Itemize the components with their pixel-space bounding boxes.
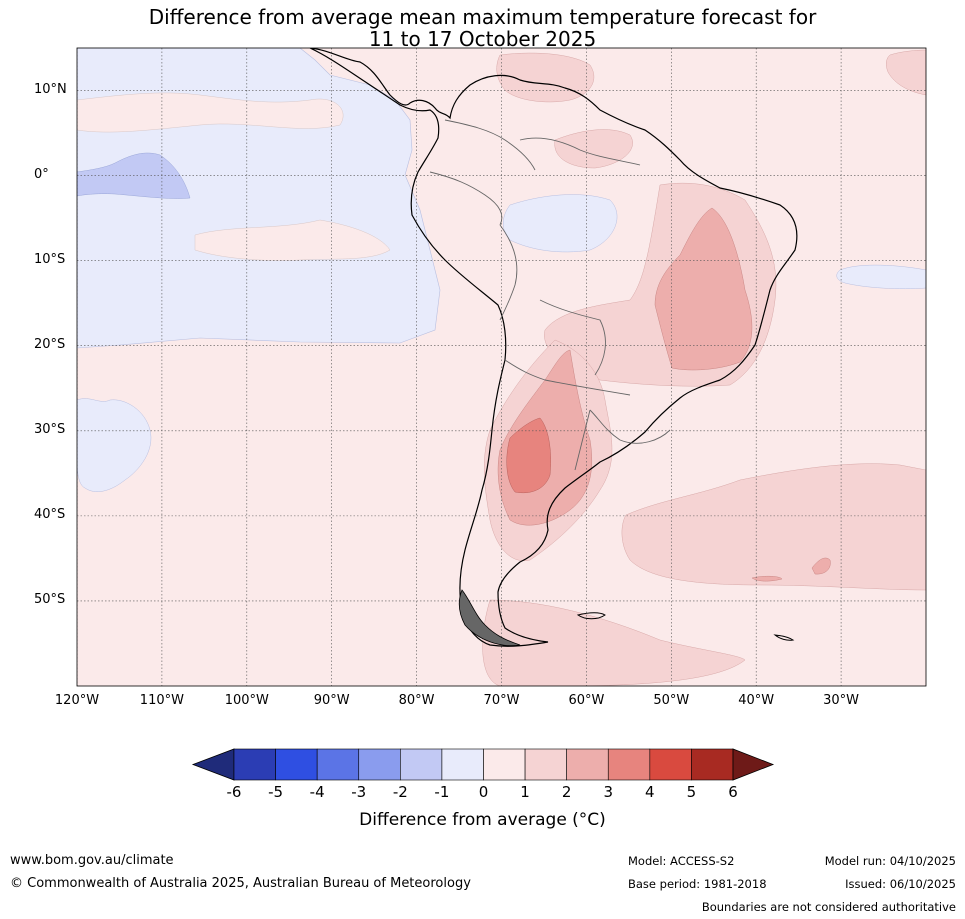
colorbar-tick-label: 3 bbox=[603, 783, 614, 801]
lon-label: 70°W bbox=[483, 693, 520, 708]
colorbar-tick-label: -5 bbox=[268, 783, 284, 801]
colorbar-extend-high bbox=[732, 748, 775, 781]
colorbar-bin bbox=[441, 748, 484, 781]
colorbar-tick-label: 5 bbox=[686, 783, 697, 801]
tierra-del-fuego bbox=[458, 589, 521, 647]
south-georgia bbox=[773, 634, 795, 641]
colorbar-tick-label: -1 bbox=[434, 783, 450, 801]
colorbar-tick-label: -3 bbox=[351, 783, 367, 801]
footer-issued: Issued: 06/10/2025 bbox=[845, 877, 956, 891]
anomaly-hotter-argentina bbox=[506, 417, 551, 493]
anomaly-hot-brazil bbox=[654, 207, 753, 371]
lon-label: 100°W bbox=[224, 693, 269, 708]
lon-label: 30°W bbox=[823, 693, 860, 708]
map-title-line2: 11 to 17 October 2025 bbox=[368, 27, 597, 51]
colorbar-extend-low bbox=[191, 748, 235, 781]
colorbar-bin bbox=[400, 748, 443, 781]
lat-label: 40°S bbox=[34, 506, 66, 522]
footer-model-run: Model run: 04/10/2025 bbox=[824, 854, 956, 868]
colorbar-tick-label: -4 bbox=[309, 783, 325, 801]
footer-copyright: © Commonwealth of Australia 2025, Austra… bbox=[10, 876, 471, 891]
footer-disclaimer: Boundaries are not considered authoritat… bbox=[701, 900, 956, 914]
colorbar-bin bbox=[566, 748, 609, 781]
colorbar-tick-label: 6 bbox=[728, 783, 738, 801]
lon-label: 90°W bbox=[313, 693, 350, 708]
colorbar-bin bbox=[233, 748, 276, 781]
falkland-islands bbox=[576, 612, 606, 620]
colorbar-bin bbox=[358, 748, 401, 781]
anomaly-warm-north-coast bbox=[496, 52, 595, 103]
lon-label: 80°W bbox=[398, 693, 435, 708]
colorbar-bin bbox=[275, 748, 318, 781]
lon-label: 60°W bbox=[568, 693, 605, 708]
lat-label: 10°N bbox=[34, 81, 67, 97]
anomaly-cool-pacific-north-warm-band bbox=[77, 92, 344, 133]
colorbar-bin bbox=[524, 748, 567, 781]
map-frame bbox=[76, 47, 927, 687]
colorbar-bin bbox=[607, 748, 651, 781]
anomaly-hot-atlantic-spot bbox=[811, 557, 831, 575]
colorbar-bin bbox=[691, 748, 734, 781]
colorbar-tick-label: 2 bbox=[561, 783, 572, 801]
colorbar-title: Difference from average (°C) bbox=[359, 810, 606, 830]
lat-label: 50°S bbox=[34, 591, 66, 607]
footer-model: Model: ACCESS-S2 bbox=[628, 854, 735, 868]
lat-label: 10°S bbox=[34, 251, 66, 267]
anomaly-hot-atlantic-streak bbox=[751, 575, 783, 582]
colorbar-tick-label: -6 bbox=[226, 783, 242, 801]
colorbar-tick-label: 4 bbox=[645, 783, 655, 801]
colorbar-tick-label: 0 bbox=[478, 783, 489, 801]
lon-label: 110°W bbox=[139, 693, 184, 708]
anomaly-warm-south-atlantic bbox=[621, 463, 926, 591]
lat-label: 0° bbox=[34, 166, 49, 182]
colorbar-bin bbox=[483, 748, 526, 781]
anomaly-cool-amazon bbox=[503, 194, 618, 253]
lat-label: 20°S bbox=[34, 336, 66, 352]
footer-base-period: Base period: 1981-2018 bbox=[628, 877, 767, 891]
anomaly-cool-atlantic-east bbox=[836, 264, 926, 289]
anomaly-warm-guiana bbox=[554, 129, 633, 169]
graticule bbox=[77, 48, 926, 686]
anomaly-warm-atlantic-ne bbox=[886, 49, 926, 96]
lon-label: 120°W bbox=[54, 693, 100, 708]
country-borders bbox=[429, 119, 671, 471]
footer-url[interactable]: www.bom.gov.au/climate bbox=[10, 853, 174, 868]
lat-label: 30°S bbox=[34, 421, 66, 437]
colorbar-bin bbox=[649, 748, 692, 781]
colorbar-bin bbox=[316, 748, 360, 781]
colorbar-tick-label: 1 bbox=[520, 783, 530, 801]
map-title-line1: Difference from average mean maximum tem… bbox=[148, 5, 817, 29]
colorbar-tick-label: -2 bbox=[392, 783, 408, 801]
colorbar bbox=[191, 748, 775, 781]
lon-label: 40°W bbox=[738, 693, 775, 708]
coastline-south-america bbox=[309, 48, 798, 647]
anomaly-warm-south-band bbox=[482, 599, 746, 686]
anomaly-cool-southwest bbox=[77, 398, 152, 492]
lon-label: 50°W bbox=[653, 693, 690, 708]
anomaly-warm-patch-pacific bbox=[194, 219, 391, 261]
